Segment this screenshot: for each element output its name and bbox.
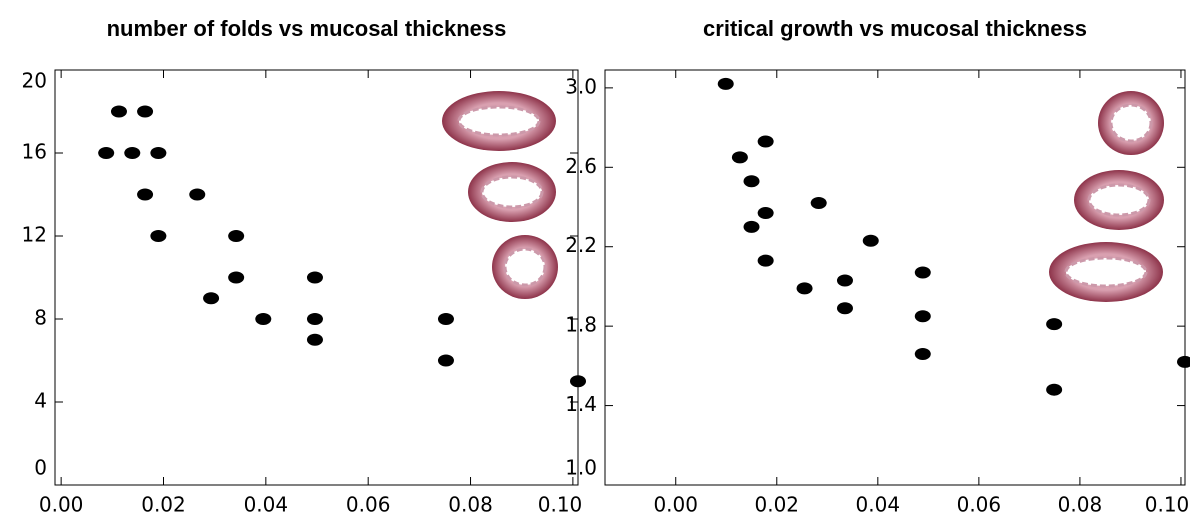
point xyxy=(150,147,167,159)
illustrations xyxy=(442,91,1164,302)
point xyxy=(836,274,853,287)
point xyxy=(203,292,220,305)
y-tick-label: 1.0 xyxy=(565,456,597,480)
point xyxy=(137,188,154,201)
x-tick-label: 0.06 xyxy=(957,493,1002,517)
point xyxy=(228,230,245,242)
x-tick-label: 0.00 xyxy=(653,493,698,517)
point xyxy=(137,105,154,118)
chart-title: critical growth vs mucosal thickness xyxy=(703,16,1087,41)
chart-title: number of folds vs mucosal thickness xyxy=(107,16,507,41)
y-tick-label: 0 xyxy=(34,456,47,480)
point xyxy=(189,188,206,201)
point xyxy=(437,354,454,367)
x-tick-label: 0.10 xyxy=(538,493,583,517)
point xyxy=(228,271,245,284)
x-tick-label: 0.04 xyxy=(856,493,901,517)
x-tick-label: 0.08 xyxy=(448,493,493,517)
point xyxy=(717,77,734,90)
y-tick-label: 3.0 xyxy=(565,74,597,98)
point xyxy=(914,310,931,323)
y-tick-label: 12 xyxy=(22,223,47,247)
y-tick-label: 2.2 xyxy=(565,233,597,257)
x-tick-label: 0.08 xyxy=(1058,493,1103,517)
point xyxy=(796,282,813,295)
plot-frame xyxy=(54,69,579,486)
y-tick-label: 1.8 xyxy=(565,313,597,337)
point xyxy=(914,347,931,360)
point xyxy=(836,302,853,315)
x-tick-label: 0.00 xyxy=(39,493,84,517)
y-tick-label: 20 xyxy=(22,69,47,93)
point xyxy=(98,147,115,159)
x-tick-label: 0.06 xyxy=(346,493,391,517)
x-tick-label: 0.02 xyxy=(141,493,186,517)
point xyxy=(570,375,586,388)
point xyxy=(743,175,760,188)
point xyxy=(1177,355,1190,368)
point xyxy=(437,313,454,325)
y-tick-label: 2.6 xyxy=(565,154,597,178)
x-tick-label: 0.02 xyxy=(755,493,800,517)
plot-frame xyxy=(604,69,1186,486)
point xyxy=(306,313,323,325)
point xyxy=(306,333,323,346)
x-tick-label: 0.04 xyxy=(244,493,289,517)
point xyxy=(743,220,760,233)
point xyxy=(306,271,323,284)
point xyxy=(150,230,167,242)
point xyxy=(914,266,931,279)
point xyxy=(1046,383,1063,396)
point xyxy=(731,151,748,164)
y-tick-label: 4 xyxy=(34,389,47,413)
point xyxy=(862,234,879,247)
point xyxy=(255,313,272,325)
point xyxy=(1046,318,1063,331)
point xyxy=(757,206,774,219)
y-tick-label: 16 xyxy=(22,140,47,164)
x-tick-label: 0.10 xyxy=(1145,493,1190,517)
point xyxy=(810,197,827,210)
point xyxy=(757,135,774,148)
y-tick-label: 1.4 xyxy=(565,392,597,416)
point xyxy=(110,105,127,118)
point xyxy=(757,254,774,267)
y-tick-label: 8 xyxy=(34,306,47,330)
point xyxy=(124,147,141,159)
